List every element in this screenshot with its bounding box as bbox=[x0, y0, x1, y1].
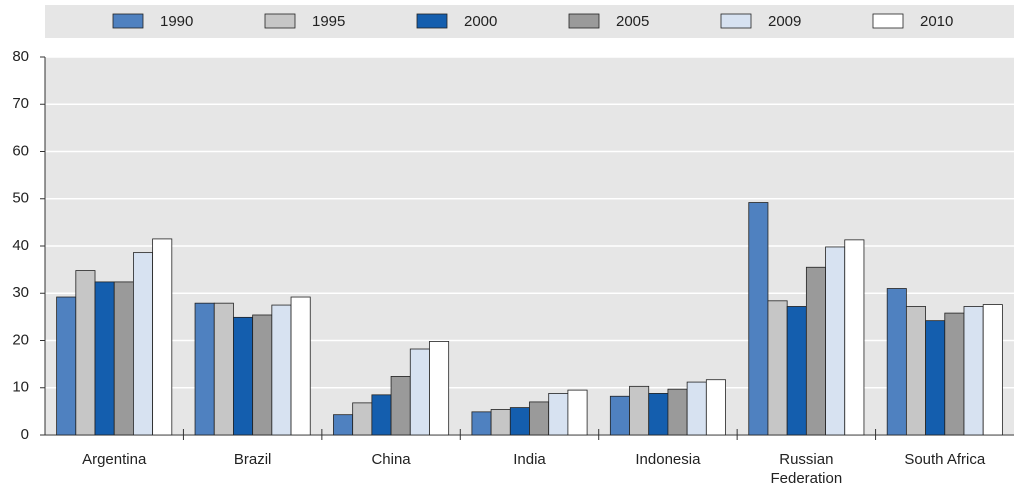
bar bbox=[648, 393, 669, 436]
bar bbox=[75, 270, 96, 436]
x-tick-label: Brazil bbox=[233, 451, 272, 468]
bar bbox=[56, 296, 77, 436]
bar bbox=[371, 394, 392, 436]
bar bbox=[825, 246, 846, 436]
bar bbox=[567, 389, 588, 436]
bar bbox=[194, 302, 215, 436]
legend-swatch bbox=[416, 13, 448, 29]
bar bbox=[805, 266, 826, 436]
y-tick-label: 30 bbox=[12, 284, 29, 301]
bar bbox=[529, 401, 550, 436]
bar bbox=[429, 341, 450, 436]
x-tick-label: India bbox=[513, 451, 546, 468]
legend-label: 1990 bbox=[160, 13, 193, 30]
legend-label: 2009 bbox=[768, 13, 801, 30]
bar bbox=[667, 388, 688, 436]
legend-swatch bbox=[112, 13, 144, 29]
x-tick-label: China bbox=[371, 451, 411, 468]
y-tick-label: 50 bbox=[12, 190, 29, 207]
bar bbox=[786, 306, 807, 436]
bar bbox=[748, 202, 769, 436]
legend-label: 2010 bbox=[920, 13, 953, 30]
bar bbox=[333, 414, 354, 436]
bar bbox=[490, 409, 511, 436]
bar bbox=[944, 312, 965, 436]
bar bbox=[963, 306, 984, 436]
bar bbox=[705, 379, 726, 436]
legend-swatch bbox=[872, 13, 904, 29]
bar bbox=[686, 381, 707, 436]
bar bbox=[252, 314, 273, 436]
bar bbox=[352, 402, 373, 436]
bar bbox=[409, 348, 430, 436]
bar bbox=[390, 376, 411, 436]
bar bbox=[94, 281, 115, 436]
legend-swatch bbox=[720, 13, 752, 29]
bar bbox=[133, 252, 154, 436]
bar bbox=[471, 411, 492, 436]
bar bbox=[271, 304, 292, 436]
bar bbox=[905, 306, 926, 436]
legend-label: 2000 bbox=[464, 13, 497, 30]
y-tick-label: 10 bbox=[12, 379, 29, 396]
y-tick-label: 20 bbox=[12, 331, 29, 348]
y-tick-label: 70 bbox=[12, 95, 29, 112]
legend-label: 2005 bbox=[616, 13, 649, 30]
bar bbox=[113, 281, 134, 436]
bar bbox=[548, 393, 569, 436]
legend-swatch bbox=[568, 13, 600, 29]
y-tick-label: 60 bbox=[12, 142, 29, 159]
x-tick-label: South Africa bbox=[904, 451, 986, 468]
bar bbox=[609, 395, 630, 436]
bar bbox=[509, 407, 530, 436]
x-tick-label: Argentina bbox=[82, 451, 147, 468]
bar bbox=[982, 304, 1003, 436]
legend-background bbox=[45, 5, 1014, 38]
legend-label: 1995 bbox=[312, 13, 345, 30]
x-tick-label: Russian Federation bbox=[770, 451, 843, 487]
bar bbox=[290, 296, 311, 436]
bar bbox=[925, 320, 946, 436]
bar bbox=[233, 316, 254, 436]
legend-swatch bbox=[264, 13, 296, 29]
bar bbox=[844, 239, 865, 436]
x-tick-label: Indonesia bbox=[635, 451, 701, 468]
y-tick-label: 80 bbox=[12, 48, 29, 65]
y-tick-label: 0 bbox=[21, 426, 29, 443]
bar bbox=[213, 302, 234, 436]
bar bbox=[767, 300, 788, 436]
bar bbox=[152, 238, 173, 436]
bar bbox=[629, 385, 650, 436]
bar bbox=[886, 288, 907, 436]
y-tick-label: 40 bbox=[12, 237, 29, 254]
